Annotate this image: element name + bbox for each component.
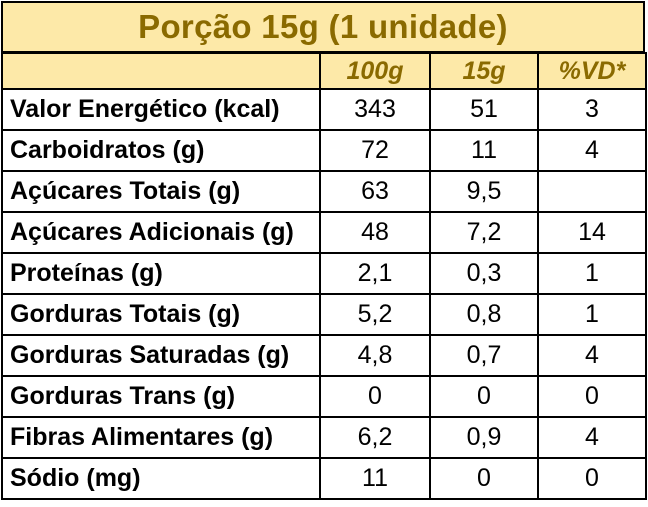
- cell-100g: 5,2: [319, 293, 431, 336]
- table-row: Sódio (mg) 11 0 0: [1, 457, 647, 500]
- cell-15g: 7,2: [429, 211, 539, 254]
- table-row: Fibras Alimentares (g) 6,2 0,9 4: [1, 416, 647, 459]
- cell-15g: 51: [429, 88, 539, 131]
- header-cell-blank: [1, 52, 321, 90]
- cell-100g: 72: [319, 129, 431, 172]
- table-row: Gorduras Totais (g) 5,2 0,8 1: [1, 293, 647, 336]
- cell-100g: 6,2: [319, 416, 431, 459]
- row-label: Gorduras Totais (g): [1, 293, 321, 336]
- cell-100g: 48: [319, 211, 431, 254]
- table-row: Gorduras Saturadas (g) 4,8 0,7 4: [1, 334, 647, 377]
- table-row: Açúcares Adicionais (g) 48 7,2 14: [1, 211, 647, 254]
- cell-15g: 0,7: [429, 334, 539, 377]
- cell-vd: 4: [537, 416, 647, 459]
- table-title: Porção 15g (1 unidade): [1, 1, 645, 53]
- row-label: Gorduras Trans (g): [1, 375, 321, 418]
- cell-100g: 4,8: [319, 334, 431, 377]
- table-row: Proteínas (g) 2,1 0,3 1: [1, 252, 647, 295]
- cell-15g: 9,5: [429, 170, 539, 213]
- cell-vd: 1: [537, 293, 647, 336]
- row-label: Gorduras Saturadas (g): [1, 334, 321, 377]
- cell-vd: 3: [537, 88, 647, 131]
- header-cell-15g: 15g: [429, 52, 539, 90]
- cell-15g: 0,9: [429, 416, 539, 459]
- row-label: Fibras Alimentares (g): [1, 416, 321, 459]
- cell-vd: 4: [537, 334, 647, 377]
- cell-15g: 0,3: [429, 252, 539, 295]
- cell-vd: 14: [537, 211, 647, 254]
- cell-15g: 0: [429, 375, 539, 418]
- row-label: Açúcares Adicionais (g): [1, 211, 321, 254]
- cell-100g: 2,1: [319, 252, 431, 295]
- row-label: Açúcares Totais (g): [1, 170, 321, 213]
- header-row: 100g 15g %VD*: [1, 52, 647, 90]
- cell-vd: 4: [537, 129, 647, 172]
- cell-vd: 1: [537, 252, 647, 295]
- cell-100g: 63: [319, 170, 431, 213]
- nutrition-table: 100g 15g %VD* Valor Energético (kcal) 343…: [1, 52, 647, 500]
- cell-vd: 0: [537, 375, 647, 418]
- row-label: Proteínas (g): [1, 252, 321, 295]
- cell-15g: 11: [429, 129, 539, 172]
- cell-100g: 343: [319, 88, 431, 131]
- cell-vd: 0: [537, 457, 647, 500]
- row-label: Sódio (mg): [1, 457, 321, 500]
- header-cell-100g: 100g: [319, 52, 431, 90]
- table-row: Valor Energético (kcal) 343 51 3: [1, 88, 647, 131]
- table-row: Açúcares Totais (g) 63 9,5: [1, 170, 647, 213]
- cell-vd: [537, 170, 647, 213]
- cell-100g: 11: [319, 457, 431, 500]
- cell-15g: 0: [429, 457, 539, 500]
- cell-15g: 0,8: [429, 293, 539, 336]
- cell-100g: 0: [319, 375, 431, 418]
- row-label: Carboidratos (g): [1, 129, 321, 172]
- header-cell-vd: %VD*: [537, 52, 647, 90]
- table-row: Carboidratos (g) 72 11 4: [1, 129, 647, 172]
- table-row: Gorduras Trans (g) 0 0 0: [1, 375, 647, 418]
- row-label: Valor Energético (kcal): [1, 88, 321, 131]
